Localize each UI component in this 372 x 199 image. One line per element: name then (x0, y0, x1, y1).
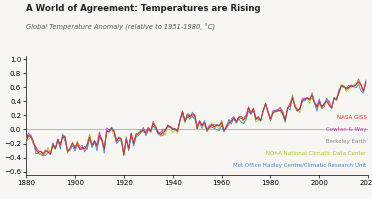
Text: Met Office Hadley Centre/Climatic Research Unit: Met Office Hadley Centre/Climatic Resear… (234, 163, 366, 168)
Text: Cowtan & Way: Cowtan & Way (326, 127, 366, 132)
Text: Berkeley Earth: Berkeley Earth (326, 139, 366, 144)
Text: A World of Agreement: Temperatures are Rising: A World of Agreement: Temperatures are R… (26, 4, 260, 13)
Text: NASA GISS: NASA GISS (337, 115, 366, 120)
Text: Global Temperature Anomaly (relative to 1951-1980, °C): Global Temperature Anomaly (relative to … (26, 24, 215, 31)
Text: NOAA National Climatic Data Center: NOAA National Climatic Data Center (266, 151, 366, 156)
